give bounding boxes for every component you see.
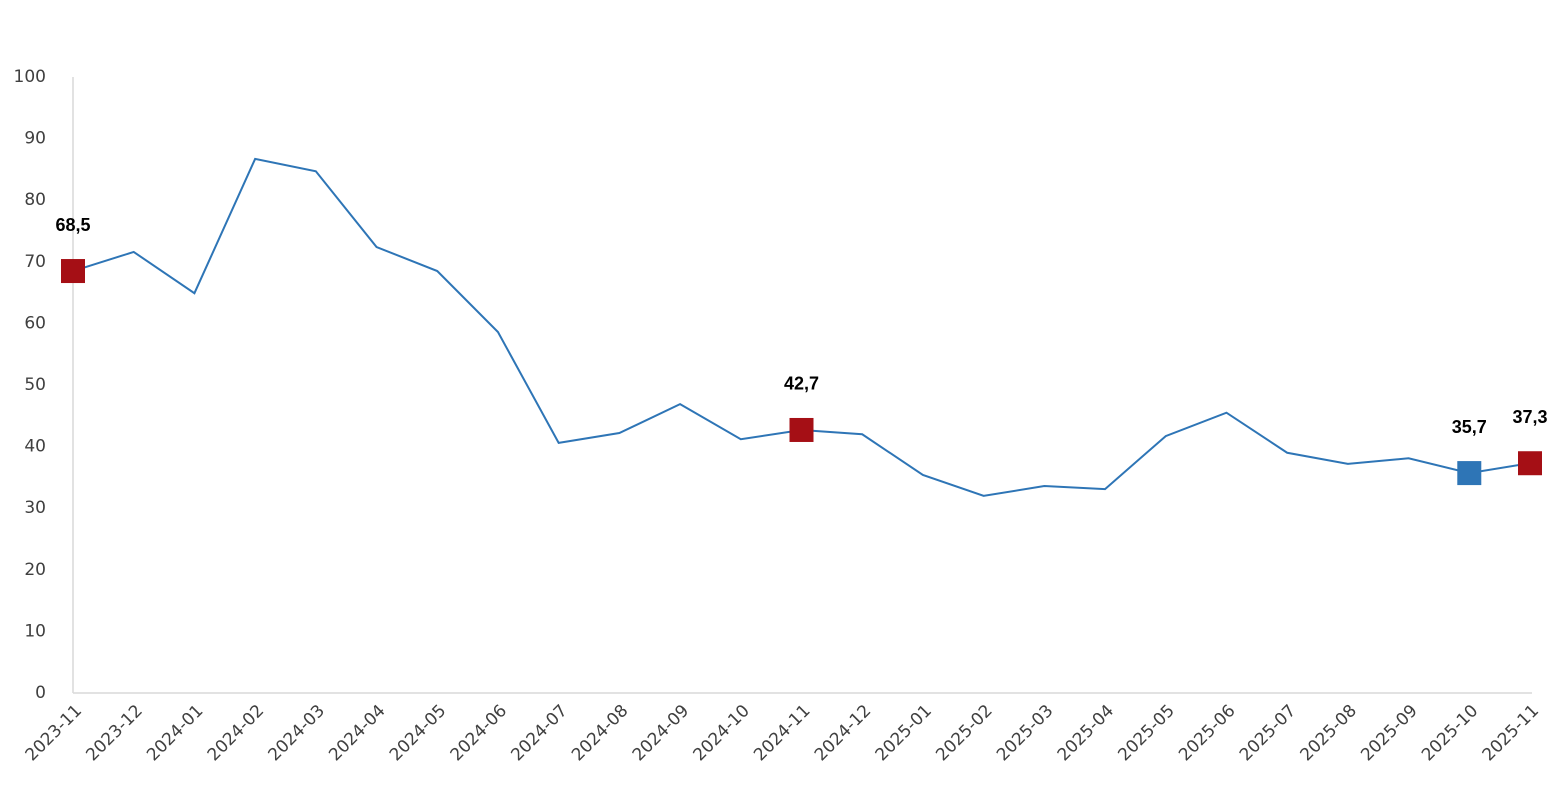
- marker: [1518, 451, 1542, 476]
- x-tick-label: 2023-12: [82, 701, 146, 765]
- value-label: 37,3: [1512, 407, 1547, 427]
- value-label: 68,5: [55, 215, 90, 235]
- y-tick-label: 100: [14, 67, 46, 87]
- x-tick-label: 2024-04: [325, 701, 389, 765]
- y-tick-label: 20: [24, 560, 46, 580]
- y-tick-label: 90: [24, 129, 46, 149]
- y-tick-label: 0: [35, 683, 46, 703]
- y-tick-label: 30: [24, 498, 46, 518]
- x-tick-label: 2025-08: [1297, 701, 1361, 765]
- x-tick-label: 2025-03: [993, 701, 1057, 765]
- y-tick-label: 50: [24, 375, 46, 395]
- x-tick-label: 2025-09: [1357, 701, 1421, 765]
- x-tick-label: 2024-08: [568, 701, 632, 765]
- x-tick-label: 2024-02: [204, 701, 268, 765]
- x-tick-label: 2024-10: [689, 701, 753, 765]
- marker: [61, 259, 85, 284]
- x-tick-label: 2024-01: [143, 701, 207, 765]
- x-tick-label: 2025-10: [1418, 701, 1482, 765]
- x-tick-label: 2023-11: [22, 701, 86, 765]
- x-tick-label: 2024-07: [507, 701, 571, 765]
- x-tick-label: 2024-11: [750, 701, 814, 765]
- x-tick-label: 2025-07: [1236, 701, 1300, 765]
- x-tick-label: 2024-12: [811, 701, 875, 765]
- y-tick-label: 60: [24, 313, 46, 333]
- marker: [1457, 461, 1482, 486]
- value-label: 35,7: [1452, 417, 1487, 437]
- y-tick-label: 80: [24, 190, 46, 210]
- x-tick-label: 2025-01: [872, 701, 936, 765]
- x-tick-label: 2024-06: [447, 701, 511, 765]
- y-tick-label: 40: [24, 437, 46, 457]
- y-tick-label: 10: [24, 621, 46, 641]
- x-tick-label: 2025-04: [1054, 701, 1118, 765]
- value-label: 42,7: [784, 374, 819, 394]
- x-tick-label: 2025-05: [1114, 701, 1178, 765]
- data-line: [72, 157, 1531, 497]
- x-tick-label: 2024-05: [386, 701, 450, 765]
- y-tick-label: 70: [24, 252, 46, 272]
- marker: [789, 417, 814, 442]
- x-tick-label: 2025-02: [932, 701, 996, 765]
- x-tick-label: 2025-06: [1175, 701, 1239, 765]
- x-tick-label: 2024-03: [265, 701, 329, 765]
- x-tick-label: 2024-09: [629, 701, 693, 765]
- x-tick-label: 2025-11: [1479, 701, 1543, 765]
